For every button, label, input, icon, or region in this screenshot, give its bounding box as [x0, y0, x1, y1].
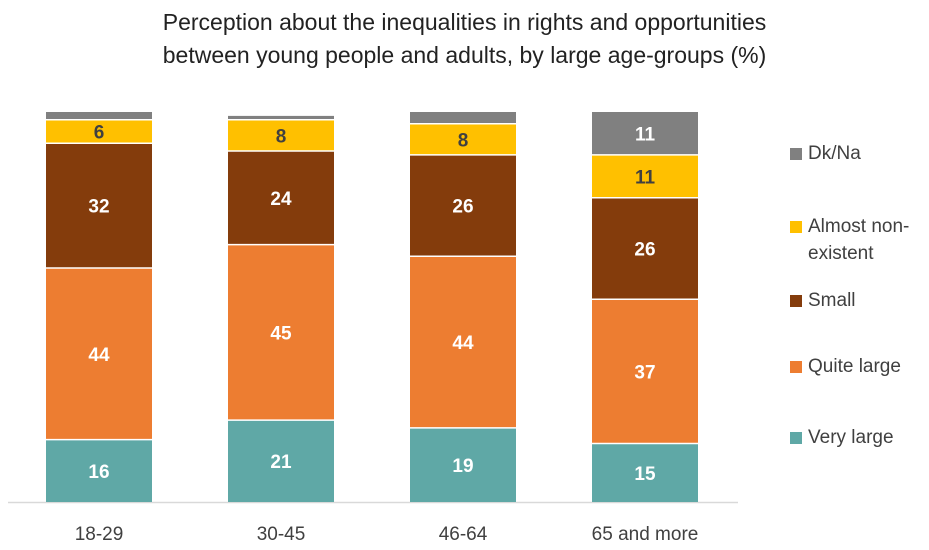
data-label: 26 [452, 197, 473, 218]
bar-segment-quite-large-1 [228, 244, 334, 421]
bar-segment-almost-non-existent-0 [46, 119, 152, 144]
x-tick-label: 18-29 [75, 524, 124, 545]
bar-segment-quite-large-2 [410, 256, 516, 428]
bar-segment-quite-large-0 [46, 268, 152, 440]
data-label: 21 [270, 452, 292, 473]
bar-segment-small-2 [410, 154, 516, 257]
legend-item: Quite large [790, 353, 901, 380]
data-label: 8 [276, 126, 287, 147]
data-label: 45 [270, 323, 292, 344]
chart-title-line-1: Perception about the inequalities in rig… [162, 9, 767, 35]
data-label: 15 [634, 464, 656, 485]
data-label: 32 [88, 197, 109, 218]
bar-segment-dk-na-0 [46, 112, 152, 120]
legend-swatch [790, 432, 802, 444]
bar-segment-very-large-3 [592, 443, 698, 502]
legend-item: Almost non-existent [790, 213, 909, 267]
data-label: 11 [635, 167, 656, 188]
chart-title: Perception about the inequalities in rig… [0, 6, 929, 72]
bar-segment-very-large-2 [410, 427, 516, 502]
legend-item: Small [790, 287, 856, 314]
legend-label: Dk/Na [808, 143, 861, 164]
bar-segment-small-3 [592, 197, 698, 300]
data-label: 37 [634, 362, 655, 383]
data-label: 44 [88, 345, 110, 366]
bar-segment-almost-non-existent-1 [228, 119, 334, 151]
x-tick-label: 46-64 [439, 524, 488, 545]
bar-segment-dk-na-2 [410, 112, 516, 124]
bar-segment-very-large-1 [228, 420, 334, 502]
legend-item: Dk/Na [790, 140, 861, 167]
legend-swatch [790, 361, 802, 373]
data-label: 11 [635, 124, 656, 145]
bar-segment-dk-na-3 [592, 112, 698, 155]
data-label: 44 [452, 333, 474, 354]
legend-swatch [790, 295, 802, 307]
bar-segment-quite-large-3 [592, 299, 698, 444]
bar-segment-small-0 [46, 143, 152, 268]
bar-segment-almost-non-existent-2 [410, 123, 516, 155]
data-label: 8 [458, 130, 469, 151]
data-label: 16 [88, 462, 109, 483]
bar-segment-very-large-0 [46, 439, 152, 502]
legend-label: Quite large [808, 356, 901, 377]
legend-label: Small [808, 290, 856, 311]
data-label: 19 [452, 456, 473, 477]
legend-label: Almost non-existent [808, 216, 910, 264]
legend-item: Very large [790, 424, 894, 451]
chart-title-line-2: between young people and adults, by larg… [162, 42, 767, 68]
legend-label: Very large [808, 427, 894, 448]
data-label: 26 [634, 240, 655, 261]
legend-swatch [790, 148, 802, 160]
data-label: 6 [94, 123, 105, 144]
bar-segment-dk-na-1 [228, 115, 334, 120]
data-label: 24 [270, 189, 292, 210]
legend-swatch [790, 221, 802, 233]
x-tick-label: 30-45 [257, 524, 306, 545]
x-tick-label: 65 and more [592, 524, 699, 545]
bar-segment-small-1 [228, 151, 334, 245]
bar-segment-almost-non-existent-3 [592, 154, 698, 198]
